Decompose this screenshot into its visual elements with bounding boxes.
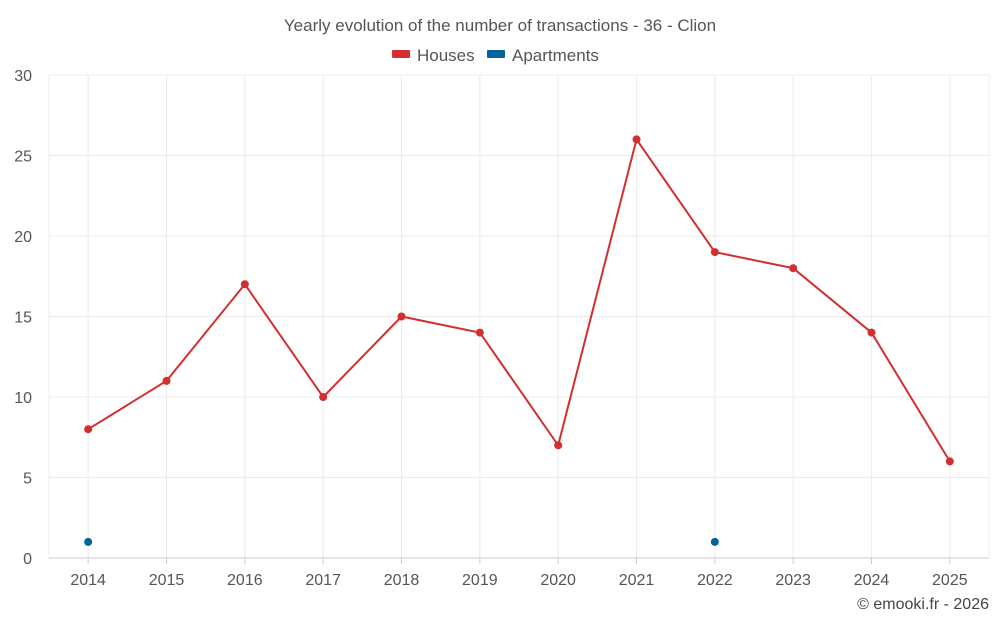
data-point-houses[interactable] <box>554 441 563 450</box>
legend-item-apartments[interactable]: Apartments <box>487 46 599 65</box>
data-point-houses[interactable] <box>710 248 719 257</box>
data-point-houses[interactable] <box>397 312 406 321</box>
grid <box>48 74 990 558</box>
legend-label-apartments: Apartments <box>512 46 599 65</box>
y-tick-label: 15 <box>14 310 32 327</box>
data-point-houses[interactable] <box>789 264 798 273</box>
chart-title: Yearly evolution of the number of transa… <box>284 16 716 35</box>
x-axis: 2014 2015 2016 2017 2018 2019 2020 2021 2022 2023… <box>49 557 989 589</box>
x-tick-label: 2014 <box>70 572 106 589</box>
data-point-apartments[interactable] <box>710 537 719 546</box>
x-tick-label: 2015 <box>149 572 185 589</box>
data-point-houses[interactable] <box>162 376 171 385</box>
legend-label-houses: Houses <box>417 46 475 65</box>
series-layer <box>84 135 954 546</box>
data-point-houses[interactable] <box>84 425 93 434</box>
x-tick-label: 2022 <box>697 572 733 589</box>
y-tick-label: 0 <box>23 551 32 568</box>
legend-swatch-houses <box>392 50 410 58</box>
legend-swatch-apartments <box>487 50 505 58</box>
data-point-apartments[interactable] <box>84 537 93 546</box>
x-tick-label: 2021 <box>619 572 655 589</box>
y-tick-label: 5 <box>23 471 32 488</box>
x-tick-label: 2016 <box>227 572 263 589</box>
data-point-houses[interactable] <box>319 393 328 401</box>
x-tick-label: 2024 <box>854 572 890 589</box>
x-tick-label: 2017 <box>305 572 341 589</box>
y-tick-label: 30 <box>14 68 32 85</box>
y-tick-label: 10 <box>14 390 32 407</box>
x-tick-label: 2025 <box>932 572 968 589</box>
x-tick-label: 2023 <box>775 572 811 589</box>
data-point-houses[interactable] <box>475 328 484 337</box>
x-tick-label: 2020 <box>540 572 576 589</box>
data-point-houses[interactable] <box>867 328 876 337</box>
y-tick-label: 20 <box>14 229 32 246</box>
x-tick-label: 2018 <box>384 572 420 589</box>
legend: Houses Apartments <box>392 46 599 65</box>
x-tick-label: 2019 <box>462 572 498 589</box>
series-line-houses <box>87 137 951 462</box>
y-tick-label: 25 <box>14 149 32 166</box>
data-point-houses[interactable] <box>632 135 641 144</box>
data-point-houses[interactable] <box>240 280 249 289</box>
legend-item-houses[interactable]: Houses <box>392 46 475 65</box>
data-point-houses[interactable] <box>945 457 954 466</box>
credit: © emooki.fr - 2026 <box>857 596 989 613</box>
y-axis: 0 5 10 15 20 25 30 <box>14 68 32 568</box>
